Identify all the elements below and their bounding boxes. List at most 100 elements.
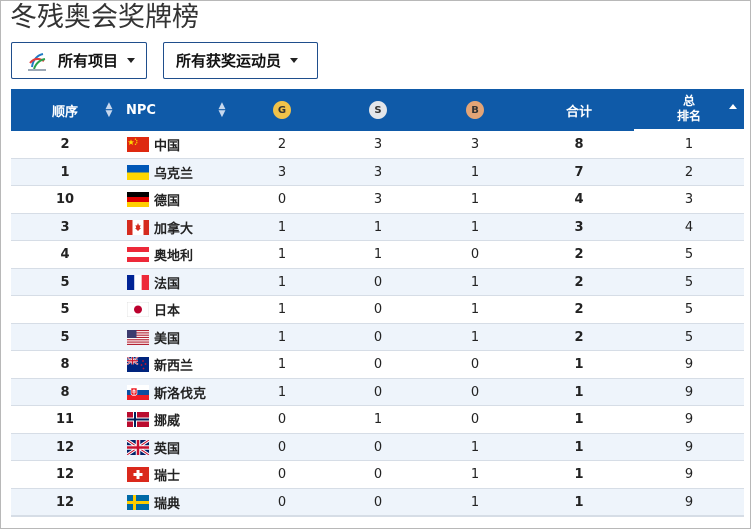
rank-cell: 9: [684, 384, 694, 400]
total-column-header[interactable]: 合计: [566, 89, 592, 131]
table-row[interactable]: 2 中国 2 3 3 8 1: [11, 131, 744, 159]
table-row[interactable]: 8 斯洛伐克 1 0 0 1 9: [11, 378, 744, 407]
table-row[interactable]: 5 法国 1 0 1 2 5: [11, 268, 744, 297]
table-row[interactable]: 5 日本 1 0 1 2 5: [11, 296, 744, 324]
table-row[interactable]: 10 德国 0 3 1 4 3: [11, 186, 744, 214]
new-zealand-flag: [127, 357, 149, 373]
gold-count-cell: 0: [277, 467, 287, 483]
npc-name[interactable]: 挪威: [154, 414, 181, 430]
rank-column-header[interactable]: 总 排名: [634, 89, 744, 131]
total-count-cell: 1: [574, 439, 584, 455]
order-cell: 2: [60, 137, 70, 153]
table-row[interactable]: 11 挪威 0 1 0 1 9: [11, 406, 744, 434]
npc-name[interactable]: 乌克兰: [154, 166, 194, 182]
uk-flag: [127, 439, 149, 455]
bronze-count-cell: 1: [470, 494, 480, 510]
bronze-count-cell: 1: [470, 219, 480, 235]
events-filter-label: 所有项目: [58, 52, 119, 70]
order-cell: 4: [60, 247, 70, 263]
npc-cell[interactable]: 德国: [127, 186, 257, 214]
order-cell: 12: [55, 439, 75, 455]
rank-cell: 5: [684, 329, 694, 345]
gold-column-header[interactable]: G: [273, 89, 291, 131]
total-count-cell: 1: [574, 412, 584, 428]
silver-count-cell: 0: [373, 467, 383, 483]
table-row[interactable]: 5 美国 1 0 1 2 5: [11, 323, 744, 352]
npc-cell[interactable]: 瑞典: [127, 489, 257, 517]
sort-order-icon[interactable]: ▲ ▼: [105, 101, 113, 119]
bronze-column-header[interactable]: B: [466, 89, 484, 131]
total-count-cell: 1: [574, 467, 584, 483]
france-flag: [127, 274, 149, 290]
npc-name[interactable]: 瑞典: [154, 496, 181, 512]
npc-cell[interactable]: 奥地利: [127, 241, 257, 269]
order-cell: 5: [60, 274, 70, 290]
table-row[interactable]: 1 乌克兰 3 3 1 7 2: [11, 158, 744, 187]
order-header-label: 顺序: [52, 104, 79, 120]
gold-count-cell: 1: [277, 247, 287, 263]
order-cell: 8: [60, 384, 70, 400]
total-count-cell: 2: [574, 274, 584, 290]
gold-count-cell: 0: [277, 412, 287, 428]
npc-name[interactable]: 法国: [154, 276, 181, 292]
silver-column-header[interactable]: S: [369, 89, 387, 131]
npc-cell[interactable]: 斯洛伐克: [127, 379, 257, 407]
order-column-header[interactable]: 顺序: [52, 89, 78, 131]
japan-flag: [127, 302, 149, 318]
table-row[interactable]: 3 加拿大 1 1 1 3 4: [11, 213, 744, 242]
table-row[interactable]: 4 奥地利 1 1 0 2 5: [11, 241, 744, 269]
npc-cell[interactable]: 美国: [127, 324, 257, 352]
npc-name[interactable]: 德国: [154, 194, 181, 210]
npc-name[interactable]: 瑞士: [154, 469, 181, 485]
npc-cell[interactable]: 新西兰: [127, 351, 257, 379]
order-cell: 1: [60, 164, 70, 180]
table-row[interactable]: 12 瑞典 0 0 1 1 9: [11, 488, 744, 517]
active-sort-underline: [634, 129, 744, 131]
table-row[interactable]: 12 英国 0 0 1 1 9: [11, 433, 744, 462]
athletes-filter-label: 所有获奖运动员: [176, 52, 282, 70]
china-flag: [127, 137, 149, 153]
total-count-cell: 1: [574, 357, 584, 373]
gold-count-cell: 1: [277, 219, 287, 235]
npc-cell[interactable]: 法国: [127, 269, 257, 297]
sweden-flag: [127, 494, 149, 510]
sort-npc-icon[interactable]: ▲ ▼: [218, 101, 226, 119]
sort-ascending-icon: [729, 104, 737, 109]
npc-cell[interactable]: 挪威: [127, 406, 257, 434]
npc-name[interactable]: 加拿大: [154, 221, 194, 237]
silver-count-cell: 0: [373, 494, 383, 510]
npc-name[interactable]: 美国: [154, 331, 181, 347]
npc-name[interactable]: 奥地利: [154, 249, 194, 265]
bronze-count-cell: 1: [470, 192, 480, 208]
table-row[interactable]: 8 新西兰 1 0 0 1 9: [11, 351, 744, 379]
rank-cell: 9: [684, 494, 694, 510]
npc-name[interactable]: 日本: [154, 304, 181, 320]
events-filter-button[interactable]: 所有项目: [11, 42, 147, 79]
npc-cell[interactable]: 英国: [127, 434, 257, 462]
npc-name[interactable]: 斯洛伐克: [154, 386, 207, 402]
npc-name[interactable]: 英国: [154, 441, 181, 457]
total-count-cell: 2: [574, 247, 584, 263]
table-row[interactable]: 12 瑞士 0 0 1 1 9: [11, 461, 744, 489]
total-count-cell: 3: [574, 219, 584, 235]
npc-cell[interactable]: 乌克兰: [127, 159, 257, 187]
npc-name[interactable]: 中国: [154, 139, 181, 155]
medal-table: 顺序 ▲ ▼ NPC ▲ ▼ G S B 合计 总 排名 2 中国 2 3 3 8 1 1 乌克兰 3…: [11, 89, 744, 517]
npc-name[interactable]: 新西兰: [154, 359, 194, 375]
table-body: 2 中国 2 3 3 8 1 1 乌克兰 3 3 1 7 2 10 德国 0 3 1 4 3 3 加拿大 1 1 1 3 4 4 奥地利 1…: [11, 131, 744, 516]
npc-cell[interactable]: 中国: [127, 131, 257, 159]
npc-cell[interactable]: 加拿大: [127, 214, 257, 242]
npc-column-header[interactable]: NPC: [126, 89, 156, 131]
athletes-filter-button[interactable]: 所有获奖运动员: [163, 42, 318, 79]
npc-cell[interactable]: 日本: [127, 296, 257, 324]
total-count-cell: 1: [574, 384, 584, 400]
rank-cell: 4: [684, 219, 694, 235]
order-cell: 8: [60, 357, 70, 373]
ukraine-flag: [127, 164, 149, 180]
rank-header-line2: 排名: [676, 109, 701, 123]
rank-cell: 9: [684, 439, 694, 455]
bronze-count-cell: 1: [470, 329, 480, 345]
bronze-count-cell: 0: [470, 357, 480, 373]
npc-cell[interactable]: 瑞士: [127, 461, 257, 489]
slovakia-flag: [127, 384, 149, 400]
